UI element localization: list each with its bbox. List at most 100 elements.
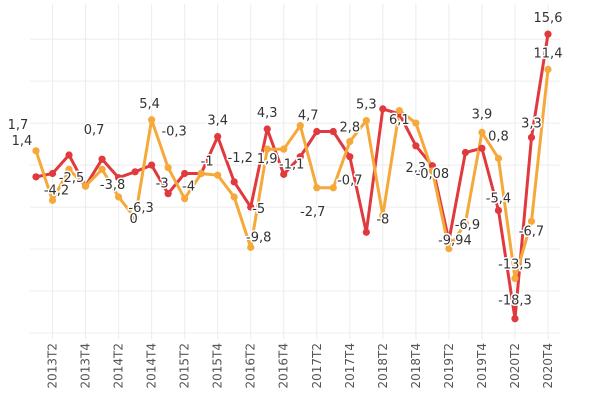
- data-label: -0,08: [416, 167, 450, 182]
- data-label: 4,3: [257, 106, 278, 121]
- data-label: -1: [201, 155, 214, 170]
- x-tick-label: 2013T2: [46, 343, 60, 389]
- data-label: -9,8: [246, 230, 271, 245]
- series-1-point: [494, 206, 503, 215]
- data-label: 6,1: [389, 113, 410, 128]
- data-label: -13,5: [498, 257, 532, 272]
- series-1-point: [296, 153, 304, 161]
- data-label: 11,4: [534, 46, 563, 61]
- data-label: -6,3: [128, 201, 153, 216]
- x-tick-label: 2019T4: [475, 343, 489, 389]
- data-label: 3,9: [472, 107, 493, 122]
- x-tick-label: 2017T2: [310, 343, 324, 389]
- series-1-point: [148, 161, 156, 169]
- x-tick-label: 2017T4: [343, 343, 357, 389]
- series-1-point: [313, 127, 321, 136]
- series-2-point: [197, 169, 205, 178]
- series-2-point: [98, 165, 106, 173]
- series-2-point: [428, 167, 436, 175]
- data-label: 1,7: [8, 118, 29, 133]
- x-tick-label: 2015T2: [178, 343, 192, 389]
- data-label: -2,7: [300, 205, 325, 220]
- x-tick-label: 2014T4: [145, 343, 159, 389]
- series-2-point: [148, 116, 156, 124]
- series-2-point: [329, 184, 337, 192]
- series-2-point: [494, 154, 503, 162]
- x-tick-label: 2014T2: [112, 343, 126, 389]
- series-1-point: [98, 155, 106, 163]
- x-tick-label: 2019T2: [442, 343, 456, 389]
- series-2-point: [48, 196, 57, 204]
- series-2-point: [461, 219, 470, 227]
- series-2-point: [313, 184, 321, 192]
- series-layer: [32, 30, 552, 323]
- data-label: 3,3: [521, 116, 542, 131]
- series-2-point: [247, 243, 255, 251]
- data-label: -3,8: [100, 178, 125, 193]
- data-label: 0: [129, 212, 137, 227]
- data-label: -18,3: [498, 294, 532, 309]
- series-1-point: [461, 148, 470, 157]
- series-2-point: [412, 119, 420, 127]
- series-line-1: [34, 32, 550, 321]
- data-label: -0,7: [337, 174, 362, 189]
- series-1-point: [511, 315, 519, 323]
- data-label-layer: 1,71,4-4,2-2,50,7-3,8-6,35,40-0,3-3 -4-13…: [6, 10, 564, 311]
- series-1-point: [544, 30, 552, 38]
- series-2-point: [65, 165, 73, 173]
- series-2-point: [362, 117, 370, 125]
- data-label: -2,5: [59, 171, 84, 186]
- series-2-point: [164, 164, 172, 172]
- series-1-point: [65, 151, 73, 159]
- series-1-point: [329, 127, 337, 136]
- series-1-point: [247, 203, 255, 211]
- data-label: -9,94: [438, 234, 472, 249]
- series-1-point: [379, 105, 387, 113]
- x-tick-label: 2018T4: [409, 343, 423, 389]
- data-label: -4,2: [44, 183, 69, 198]
- series-2-point: [181, 195, 189, 203]
- x-tick-label: 2020T2: [508, 343, 522, 389]
- data-label: -4: [182, 180, 195, 195]
- data-label: 2,8: [339, 121, 360, 136]
- series-2-point: [32, 147, 40, 155]
- series-1-point: [114, 174, 123, 182]
- series-2-point: [114, 193, 123, 201]
- series-2-point: [230, 193, 238, 201]
- series-1-point: [214, 132, 222, 141]
- data-label: -1,2: [228, 151, 253, 166]
- series-1-point: [428, 162, 436, 170]
- x-axis: 2013T2 2013T4 2014T2 2014T4 2015T2 2015T4 2016…: [46, 343, 555, 389]
- data-label: -6,9: [455, 218, 480, 233]
- series-1-point: [478, 144, 486, 152]
- series-1-point: [48, 169, 57, 178]
- data-label: 5,3: [356, 98, 377, 113]
- series-1-point: [164, 190, 172, 198]
- data-label: 0,7: [84, 123, 105, 138]
- series-1-point: [32, 173, 40, 181]
- data-label: 1,4: [12, 134, 33, 149]
- series-2-point: [296, 122, 304, 130]
- series-2-point: [511, 274, 519, 283]
- series-1-point: [181, 169, 189, 178]
- series-2-point: [478, 128, 486, 136]
- x-tick-label: 2018T2: [376, 343, 390, 389]
- data-label: -5,4: [486, 191, 511, 206]
- series-2-point: [527, 217, 536, 225]
- data-label: 15,6: [534, 11, 563, 26]
- series-1-point: [346, 153, 354, 161]
- series-1-point: [362, 228, 370, 236]
- series-2-point: [81, 182, 90, 190]
- data-label: -8: [376, 212, 389, 227]
- data-label: 1,9: [257, 152, 278, 167]
- series-2-point: [395, 106, 403, 115]
- series-1-point: [445, 237, 453, 245]
- series-1-point: [131, 168, 139, 176]
- series-2-point: [379, 211, 387, 220]
- data-label: -3: [156, 177, 169, 192]
- series-1-point: [280, 170, 288, 178]
- data-label: 4,7: [298, 109, 319, 124]
- x-tick-label: 2016T2: [244, 343, 258, 389]
